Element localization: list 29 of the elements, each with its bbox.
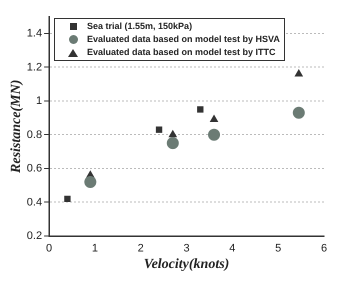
x-tick-label: 6	[320, 242, 328, 255]
x-tick-label: 2	[138, 242, 144, 255]
point	[210, 114, 218, 122]
y-axis-title: Resistance(MN)	[9, 80, 24, 174]
y-tick-label: 0.2	[26, 230, 42, 242]
y-tick-label: 1	[36, 95, 42, 108]
y-tick-label: 1.4	[26, 28, 42, 40]
point	[197, 106, 204, 113]
x-tick-label: 1	[92, 242, 98, 255]
legend-label: Evaluated data based on model test by ITTC	[87, 46, 276, 59]
x-axis-title: Velocity(knots)	[144, 257, 230, 272]
point	[168, 130, 178, 138]
point	[64, 196, 71, 202]
x-tick-label: 5	[275, 242, 282, 255]
point	[208, 128, 220, 141]
x-tick-label: 3	[183, 242, 190, 255]
y-tick-label: 0.6	[26, 162, 42, 175]
y-tick-label: 1.2	[26, 61, 42, 74]
y-tick-label: 0.4	[26, 196, 42, 208]
point	[166, 137, 179, 150]
y-tick-label: 0.8	[26, 128, 42, 141]
legend-label: Sea trial (1.55m, 150kPa)	[87, 20, 192, 33]
point	[156, 126, 162, 133]
point	[84, 176, 96, 188]
legend-label: Evaluated data based on model test by HSVA	[87, 33, 280, 46]
x-tick-label: 4	[229, 242, 236, 255]
point	[294, 68, 304, 76]
point	[292, 106, 305, 119]
x-tick-label: 0	[46, 242, 52, 255]
